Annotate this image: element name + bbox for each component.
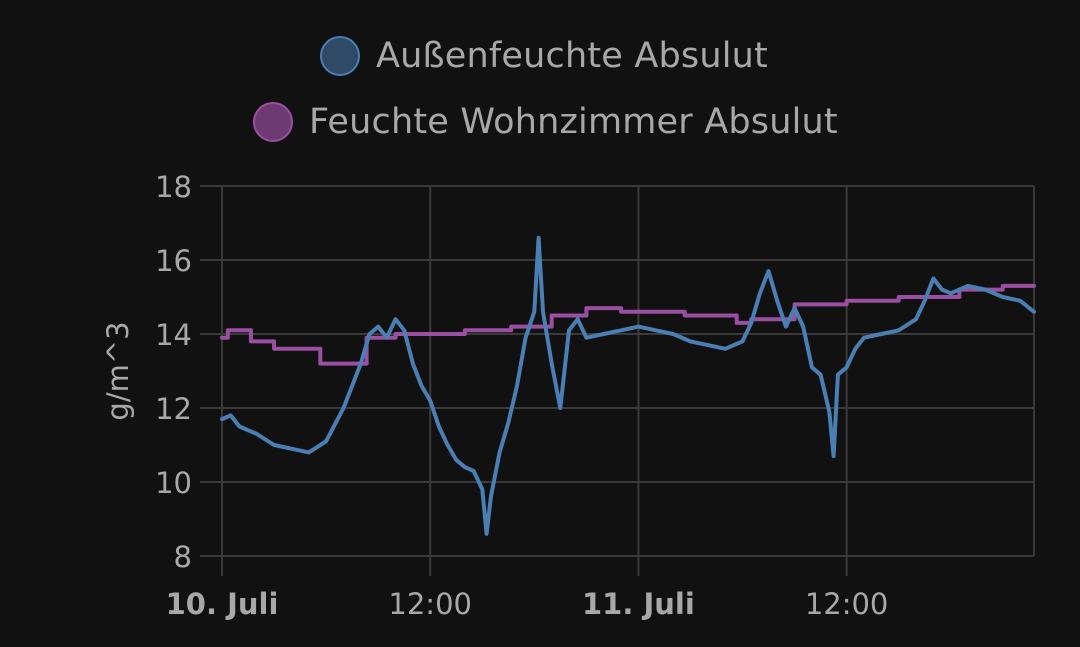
x-tick-label: 12:00 [388, 587, 472, 621]
y-tick-label: 18 [155, 170, 192, 204]
y-tick-label: 10 [155, 466, 192, 500]
series-line-outdoor-humidity [220, 235, 1036, 536]
series-line-livingroom-humidity [220, 283, 1036, 366]
y-tick-label: 16 [155, 244, 192, 278]
y-tick-label: 12 [155, 392, 192, 426]
y-axis-ticks: 8 10 12 14 16 18 [155, 170, 192, 574]
x-tick-label: 11. Juli [582, 587, 695, 621]
legend-swatch-outdoor-humidity [320, 36, 360, 76]
x-tick-label: 10. Juli [166, 587, 279, 621]
legend-item-outdoor-humidity[interactable]: Außenfeuchte Absulut [320, 36, 768, 76]
legend-swatch-livingroom-humidity [253, 102, 293, 142]
y-axis-label: g/m^3 [101, 321, 135, 420]
y-tick-label: 8 [174, 540, 192, 574]
chart-grid [200, 185, 1035, 576]
series-layer [220, 235, 1036, 536]
x-tick-label: 12:00 [805, 587, 889, 621]
x-axis-ticks: 10. Juli 12:00 11. Juli 12:00 [166, 587, 889, 621]
y-tick-label: 14 [155, 318, 192, 352]
legend-label-outdoor-humidity: Außenfeuchte Absulut [376, 36, 768, 76]
legend-label-livingroom-humidity: Feuchte Wohnzimmer Absulut [309, 102, 838, 142]
legend-item-livingroom-humidity[interactable]: Feuchte Wohnzimmer Absulut [253, 102, 838, 142]
